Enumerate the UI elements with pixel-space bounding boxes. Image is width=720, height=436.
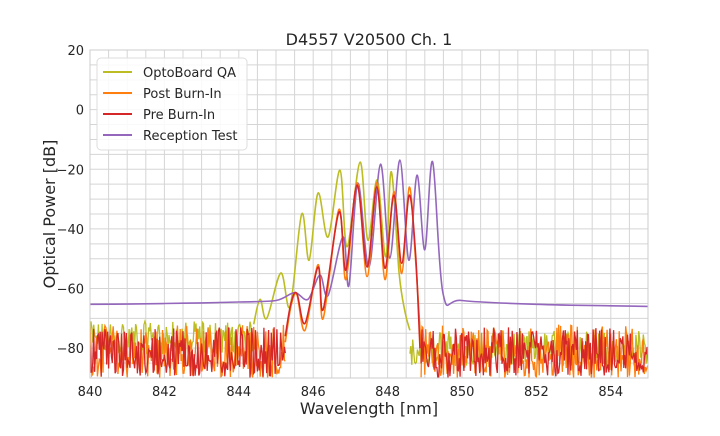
x-tick-label: 840: [78, 385, 103, 400]
series-line: [252, 161, 411, 331]
x-tick-label: 844: [226, 385, 251, 400]
legend-label: Reception Test: [143, 129, 237, 144]
legend-label: Pre Burn-In: [143, 108, 215, 123]
y-axis-label: Optical Power [dB]: [40, 140, 59, 289]
y-ticks: 20 0 −20 −40 −60 −80: [57, 44, 84, 357]
series-pre-burn-in: [90, 184, 648, 378]
x-tick-label: 848: [375, 385, 400, 400]
plot-frame: [89, 49, 649, 379]
x-tick-label: 842: [152, 385, 177, 400]
x-ticks: 840 842 844 846 848 850 852 854: [78, 385, 624, 400]
y-tick-label: −20: [57, 163, 84, 178]
series-reception-test: [90, 159, 648, 308]
x-axis-label: Wavelength [nm]: [300, 399, 438, 418]
x-tick-label: 850: [450, 385, 475, 400]
noise-trace: [420, 327, 648, 378]
y-tick-label: −40: [57, 223, 84, 238]
chart-title: D4557 V20500 Ch. 1: [286, 30, 453, 49]
series-line: [284, 184, 421, 349]
y-tick-label: −60: [57, 283, 84, 298]
y-tick-label: 20: [67, 44, 84, 59]
noise-trace: [90, 327, 286, 378]
series-group: [90, 159, 648, 378]
legend: OptoBoard QA Post Burn-In Pre Burn-In Recep…: [96, 57, 248, 151]
x-tick-label: 846: [301, 385, 326, 400]
legend-label: OptoBoard QA: [143, 66, 236, 81]
series-line: [90, 159, 648, 308]
y-tick-label: 0: [76, 104, 84, 119]
y-tick-label: −80: [57, 342, 84, 357]
x-tick-label: 852: [524, 385, 549, 400]
noise-trace: [420, 324, 648, 378]
legend-label: Post Burn-In: [143, 87, 222, 102]
x-tick-label: 854: [598, 385, 623, 400]
legend-box: [96, 57, 248, 151]
